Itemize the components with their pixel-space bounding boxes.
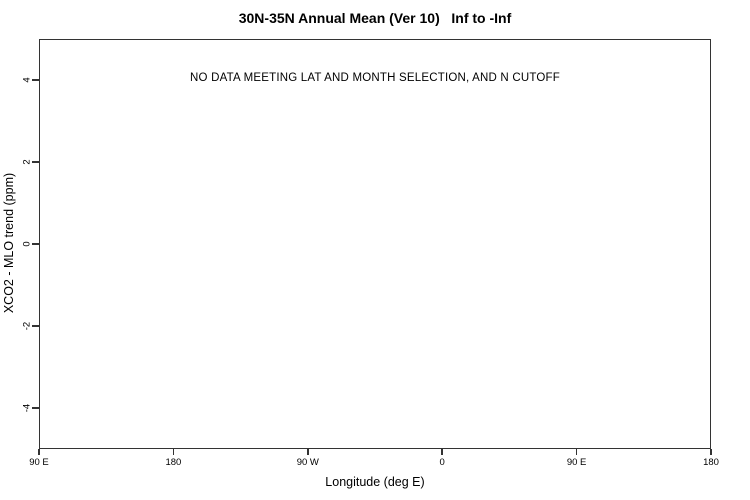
chart-title: 30N-35N Annual Mean (Ver 10) Inf to -Inf — [238, 10, 512, 26]
x-tick-mark — [575, 449, 578, 455]
x-tick-label: 90 E — [29, 457, 49, 468]
y-tick-mark — [32, 325, 39, 327]
y-tick-label: -4 — [21, 403, 33, 413]
x-tick-label: 180 — [165, 457, 182, 468]
y-axis-label: XCO2 - MLO trend (ppm) — [2, 172, 16, 314]
y-tick-label: -2 — [21, 321, 33, 331]
y-tick-label: 0 — [21, 241, 33, 247]
y-tick-mark — [32, 161, 39, 163]
x-tick-mark — [441, 449, 443, 455]
y-tick-label: 2 — [21, 159, 33, 165]
x-tick-label: 0 — [439, 457, 445, 468]
x-tick-label: 180 — [703, 457, 719, 468]
no-data-message: NO DATA MEETING LAT AND MONTH SELECTION,… — [190, 72, 560, 84]
x-tick-mark — [710, 449, 712, 455]
y-tick-label: 4 — [21, 77, 33, 83]
y-tick-mark — [32, 243, 39, 245]
y-tick-mark — [32, 79, 39, 81]
x-tick-mark — [172, 449, 175, 455]
x-tick-label: 90 W — [296, 457, 319, 468]
x-tick-mark — [307, 449, 309, 455]
y-tick-mark — [32, 407, 39, 409]
plot-box — [39, 39, 711, 449]
x-axis-label: Longitude (deg E) — [325, 475, 425, 489]
x-tick-mark — [38, 449, 40, 455]
x-tick-label: 90 E — [566, 457, 587, 468]
